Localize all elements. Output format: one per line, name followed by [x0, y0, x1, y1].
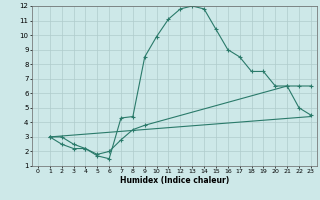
- X-axis label: Humidex (Indice chaleur): Humidex (Indice chaleur): [120, 176, 229, 185]
